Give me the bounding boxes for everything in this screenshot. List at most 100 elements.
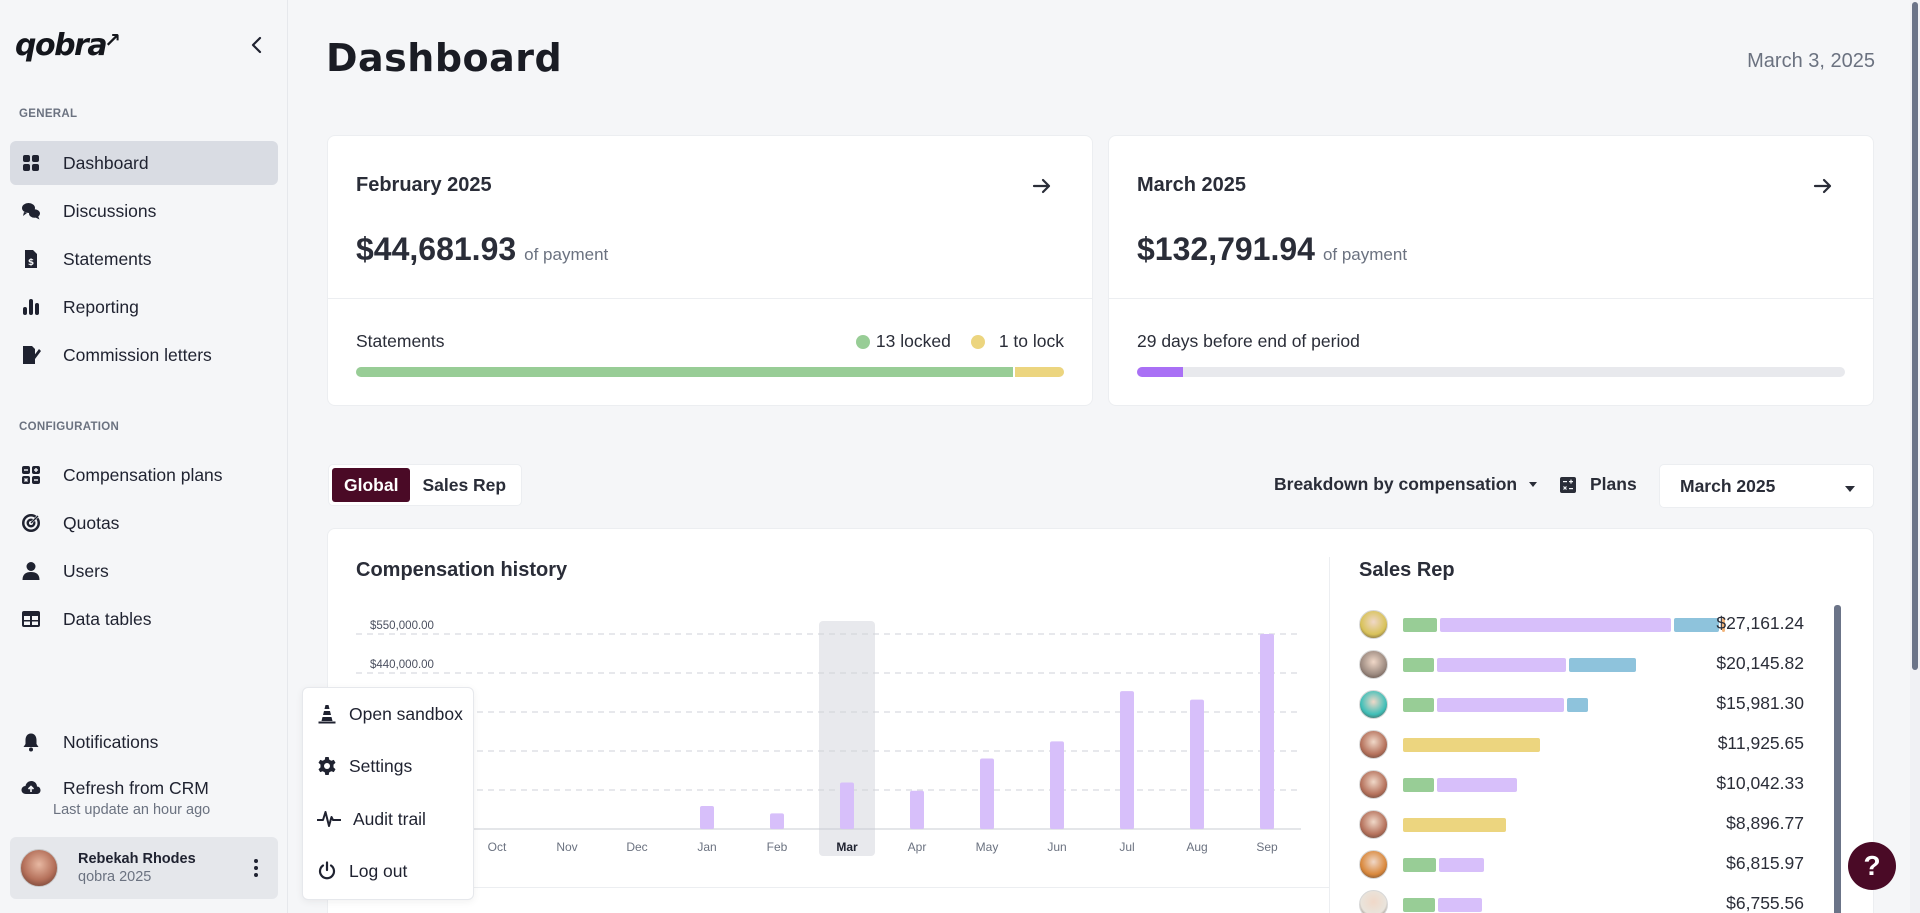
- locked-dot-icon: [855, 334, 870, 349]
- menu-item-label: Open sandbox: [349, 703, 463, 724]
- sales-rep-bar: [1403, 858, 1484, 872]
- payment-suffix: of payment: [1322, 245, 1408, 264]
- menu-item-audit-trail[interactable]: Audit trail: [317, 804, 426, 834]
- sidebar-item-label: Dashboard: [63, 152, 149, 173]
- user-org: qobra 2025: [78, 869, 152, 885]
- sales-rep-avatar: [1359, 809, 1388, 839]
- sales-rep-bar: [1403, 658, 1636, 672]
- bar-jul[interactable]: [1120, 691, 1134, 829]
- sidebar-item-data-tables[interactable]: Data tables: [10, 597, 278, 641]
- last-update-text: Last update an hour ago: [53, 802, 211, 818]
- sales-rep-row[interactable]: $10,042.33: [1359, 769, 1804, 799]
- bar-segment-purple: [1438, 858, 1484, 872]
- x-tick-label: Oct: [488, 840, 507, 854]
- refresh-from-crm-button[interactable]: Refresh from CRM: [10, 766, 278, 810]
- menu-item-log-out[interactable]: Log out: [317, 856, 407, 886]
- statements-progress-bar: [356, 367, 1064, 377]
- menu-item-open-sandbox[interactable]: Open sandbox: [317, 699, 463, 729]
- bar-segment-blue: [1567, 698, 1588, 712]
- menu-item-label: Settings: [349, 755, 413, 776]
- help-button[interactable]: ?: [1848, 842, 1896, 890]
- sales-rep-total: $10,042.33: [1716, 773, 1804, 793]
- bar-apr[interactable]: [910, 790, 924, 829]
- sales-rep-bar: [1403, 818, 1507, 832]
- period-title: March 2025: [1137, 174, 1246, 196]
- target-icon: [20, 512, 42, 534]
- menu-item-label: Audit trail: [353, 808, 426, 829]
- sales-rep-row[interactable]: $8,896.77: [1359, 809, 1804, 839]
- sidebar-item-label: Statements: [63, 248, 152, 269]
- sidebar-item-label: Users: [63, 560, 109, 581]
- sidebar-item-reporting[interactable]: Reporting: [10, 285, 278, 329]
- period-card-february: February 2025 $44,681.93 of payment Stat…: [327, 135, 1093, 406]
- gear-icon: [318, 757, 336, 775]
- tab-global[interactable]: Global: [332, 468, 411, 502]
- bar-segment-blue: [1673, 618, 1719, 632]
- sidebar-item-notifications[interactable]: Notifications: [10, 720, 278, 764]
- x-tick-label: Jan: [697, 840, 716, 854]
- payment-suffix: of payment: [524, 245, 609, 264]
- sales-rep-row[interactable]: $27,161.24: [1359, 609, 1804, 639]
- divider: [1329, 557, 1330, 913]
- bar-sep[interactable]: [1260, 634, 1274, 829]
- arrow-right-icon[interactable]: [1811, 174, 1835, 198]
- bar-feb[interactable]: [770, 813, 784, 829]
- user-icon: [20, 560, 42, 582]
- sales-rep-avatar: [1359, 729, 1388, 759]
- sidebar-item-label: Notifications: [63, 731, 159, 752]
- calculator-icon: [1560, 476, 1576, 493]
- period-progress-fill: [1137, 367, 1184, 377]
- scrollbar-thumb[interactable]: [1912, 2, 1918, 670]
- period-card-march: March 2025 $132,791.94 of payment 29 day…: [1108, 135, 1874, 406]
- sidebar-item-quotas[interactable]: Quotas: [10, 501, 278, 545]
- sidebar-item-statements[interactable]: $ Statements: [10, 237, 278, 281]
- bar-may[interactable]: [980, 758, 994, 829]
- locked-count: 13 locked: [875, 331, 951, 351]
- month-select[interactable]: March 2025: [1659, 464, 1874, 508]
- bar-aug[interactable]: [1190, 699, 1204, 829]
- sidebar-item-compensation-plans[interactable]: Compensation plans: [10, 453, 278, 497]
- period-progress-bar: [1137, 367, 1845, 377]
- bar-jun[interactable]: [1050, 741, 1064, 829]
- bar-mar[interactable]: [840, 782, 854, 829]
- bar-segment-green: [1403, 618, 1437, 632]
- x-tick-label: Nov: [556, 840, 577, 854]
- sales-rep-bar: [1403, 698, 1588, 712]
- breakdown-dropdown[interactable]: Breakdown by compensation: [1274, 474, 1538, 495]
- bar-segment-purple: [1437, 898, 1482, 912]
- sidebar-item-discussions[interactable]: Discussions: [10, 189, 278, 233]
- tab-sales-rep[interactable]: Sales Rep: [422, 474, 507, 495]
- svg-text:$: $: [28, 258, 34, 268]
- qobra-logo[interactable]: qobra↗: [15, 28, 121, 63]
- sales-rep-row[interactable]: $6,755.56: [1359, 889, 1804, 913]
- sidebar-item-commission-letters[interactable]: Commission letters: [10, 333, 278, 377]
- sales-rep-total: $11,925.65: [1717, 733, 1804, 753]
- refresh-label: Refresh from CRM: [63, 777, 209, 798]
- bar-jan[interactable]: [700, 805, 714, 829]
- sales-rep-row[interactable]: $15,981.30: [1359, 689, 1804, 719]
- bar-segment-green: [1403, 858, 1436, 872]
- sales-rep-title: Sales Rep: [1359, 559, 1455, 581]
- more-options-icon[interactable]: [248, 857, 264, 879]
- collapse-sidebar-button[interactable]: [244, 32, 270, 58]
- compensation-card: Compensation history $550,000.00 $440,000…: [327, 528, 1874, 913]
- x-tick-label: Dec: [626, 840, 647, 854]
- menu-item-settings[interactable]: Settings: [317, 751, 412, 781]
- user-card[interactable]: Rebekah Rhodes qobra 2025: [10, 837, 278, 899]
- plans-button[interactable]: Plans: [1560, 474, 1637, 495]
- bar-chart-icon: [20, 296, 42, 318]
- sidebar-item-users[interactable]: Users: [10, 549, 278, 593]
- power-icon: [318, 861, 336, 880]
- sales-rep-total: $6,815.97: [1726, 853, 1804, 873]
- payment-amount: $132,791.94: [1137, 231, 1315, 267]
- x-tick-label: Jun: [1047, 840, 1066, 854]
- menu-item-label: Log out: [349, 860, 408, 881]
- sidebar-item-dashboard[interactable]: Dashboard: [10, 141, 278, 185]
- sales-rep-row[interactable]: $6,815.97: [1359, 849, 1804, 879]
- sales-rep-row[interactable]: $11,925.65: [1359, 729, 1804, 759]
- page-scrollbar[interactable]: [1910, 0, 1920, 913]
- arrow-right-icon[interactable]: [1030, 174, 1054, 198]
- sales-rep-scrollbar[interactable]: [1834, 605, 1841, 913]
- sales-rep-bar: [1403, 778, 1518, 792]
- sales-rep-row[interactable]: $20,145.82: [1359, 649, 1804, 679]
